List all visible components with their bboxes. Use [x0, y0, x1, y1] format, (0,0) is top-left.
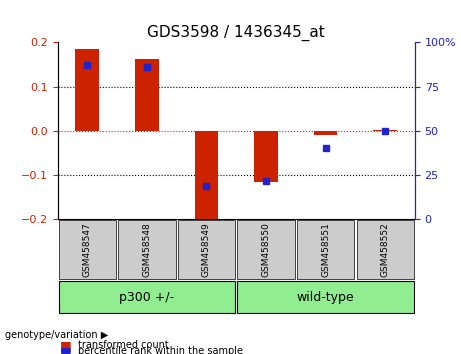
Text: GSM458552: GSM458552 [381, 222, 390, 277]
Bar [135, 59, 159, 131]
Text: GSM458551: GSM458551 [321, 222, 330, 277]
Text: wild-type: wild-type [297, 291, 355, 304]
Bar [254, 131, 278, 182]
Text: ■: ■ [60, 339, 71, 352]
Bar [195, 131, 219, 221]
Title: GDS3598 / 1436345_at: GDS3598 / 1436345_at [148, 25, 325, 41]
Text: GSM458547: GSM458547 [83, 222, 92, 277]
Text: genotype/variation ▶: genotype/variation ▶ [5, 330, 108, 339]
Text: p300 +/-: p300 +/- [119, 291, 175, 304]
FancyBboxPatch shape [178, 220, 235, 279]
FancyBboxPatch shape [237, 281, 414, 313]
Text: GSM458549: GSM458549 [202, 222, 211, 277]
Text: GSM458548: GSM458548 [142, 222, 152, 277]
Bar [373, 130, 397, 131]
Bar [313, 131, 337, 135]
Text: percentile rank within the sample: percentile rank within the sample [78, 346, 243, 354]
FancyBboxPatch shape [59, 281, 235, 313]
FancyBboxPatch shape [59, 220, 116, 279]
Bar [76, 49, 99, 131]
FancyBboxPatch shape [118, 220, 176, 279]
Text: GSM458550: GSM458550 [261, 222, 271, 277]
Text: ■: ■ [60, 345, 71, 354]
FancyBboxPatch shape [297, 220, 354, 279]
FancyBboxPatch shape [356, 220, 414, 279]
Text: transformed count: transformed count [78, 340, 169, 350]
FancyBboxPatch shape [237, 220, 295, 279]
